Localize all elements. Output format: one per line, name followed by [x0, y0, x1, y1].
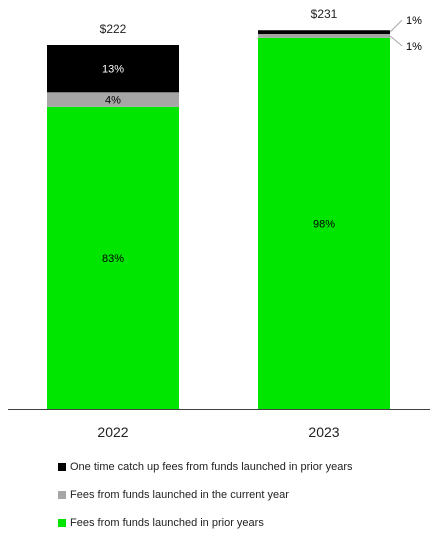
legend-swatch-prior-years-fees: [58, 519, 66, 527]
legend-label-current-year-fees: Fees from funds launched in the current …: [70, 489, 289, 501]
data-label-2022-s2: 13%: [102, 64, 124, 76]
bar-segment-2022-s2: [47, 45, 179, 93]
bar-segment-2022-s0: [47, 106, 179, 409]
data-label-2022-s0: 83%: [102, 253, 124, 265]
legend-swatch-current-year-fees: [58, 491, 66, 499]
total-label-2023: $231: [311, 7, 338, 21]
x-tick-label-2023: 2023: [308, 424, 339, 440]
legend-item-current-year-fees: Fees from funds launched in the current …: [58, 488, 352, 502]
bar-segment-2023-s1: [258, 34, 390, 38]
legend-item-catch-up-fees: One time catch up fees from funds launch…: [58, 460, 352, 474]
legend-label-prior-years-fees: Fees from funds launched in prior years: [70, 517, 264, 529]
data-label-2023-s0: 98%: [313, 218, 335, 230]
total-label-2022: $222: [100, 22, 127, 36]
legend-item-prior-years-fees: Fees from funds launched in prior years: [58, 516, 352, 530]
leader-line-2023-s1: [389, 35, 403, 47]
bar-segment-2023-s2: [258, 30, 390, 35]
legend-label-catch-up-fees: One time catch up fees from funds launch…: [70, 461, 353, 473]
data-label-2023-s1: 1%: [406, 41, 422, 53]
legend: One time catch up fees from funds launch…: [58, 460, 352, 544]
bar-segment-2023-s0: [258, 37, 390, 409]
data-label-2022-s1: 4%: [105, 95, 121, 107]
x-tick-label-2022: 2022: [97, 424, 128, 440]
legend-swatch-catch-up-fees: [58, 463, 66, 471]
data-label-2023-s2: 1%: [406, 15, 422, 27]
leader-line-2023-s2: [389, 19, 403, 33]
bar-segment-2022-s1: [47, 92, 179, 107]
